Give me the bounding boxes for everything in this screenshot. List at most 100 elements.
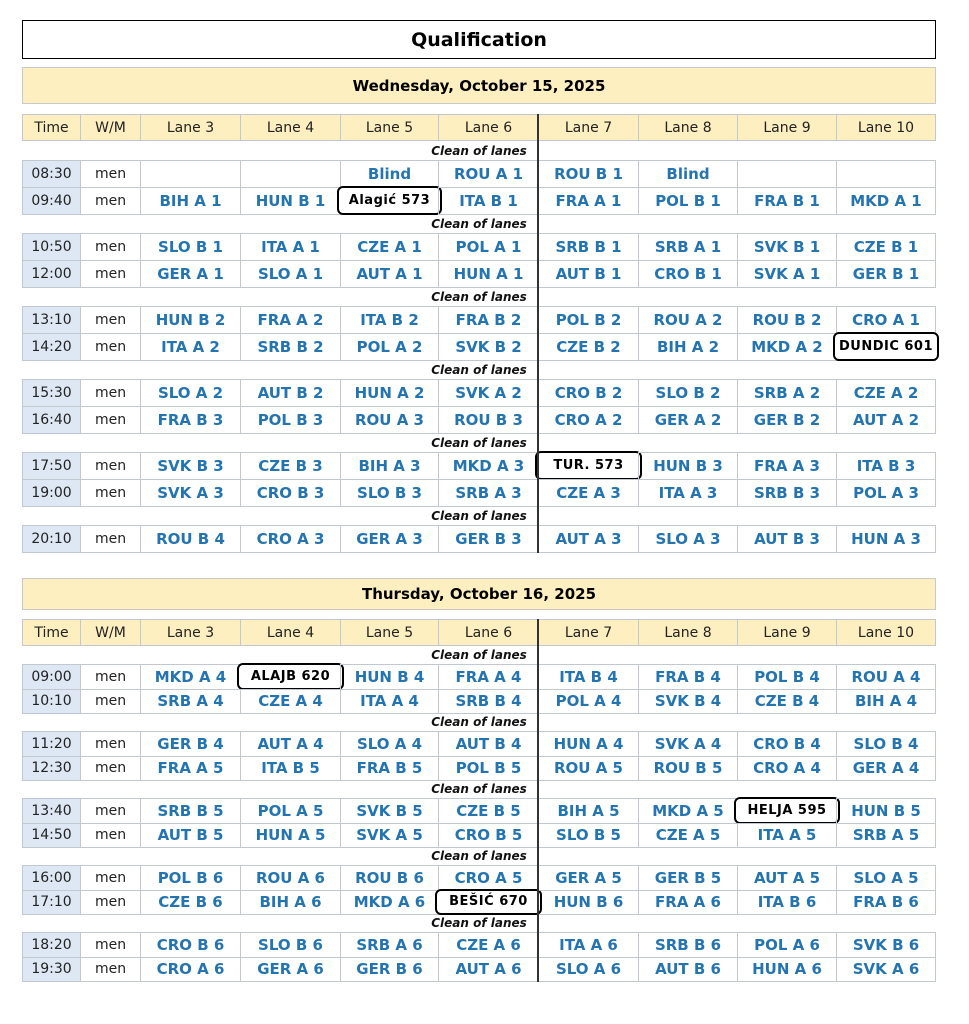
lane-cell: MKD A 3 [438,452,539,480]
column-header: Lane 4 [240,114,341,141]
time-cell: 08:30 [22,160,81,188]
lane-cell: SRB A 1 [638,233,738,261]
lane-cell: SVK A 5 [340,822,439,848]
lane-cell: GER B 5 [638,865,738,891]
lane-cell: POL B 3 [240,406,341,434]
lane-cell: SRB A 2 [737,379,837,407]
category-cell: men [80,822,141,848]
lane-cell: AUT B 6 [638,956,738,982]
lane-cell: FRA B 2 [438,306,539,334]
lane-cell: HUN B 5 [836,798,936,824]
lane-cell: FRA A 1 [538,187,639,215]
category-cell: men [80,889,141,915]
lane-cell: SRB B 3 [737,479,837,507]
lane-cell: SRB A 5 [836,822,936,848]
lane-cell: GER A 2 [638,406,738,434]
time-cell: 19:00 [22,479,81,507]
lane-cell: HUN B 3 [638,452,738,480]
lane-cell: AUT A 2 [836,406,936,434]
column-header: W/M [80,619,141,646]
lane-cell: ROU B 5 [638,755,738,781]
category-cell: men [80,525,141,553]
highlight-box: TUR. 573 [535,451,642,480]
lane-cell: CRO B 4 [737,731,837,757]
lane-cell: ITA B 1 [438,187,539,215]
lane-cell: SVK A 3 [140,479,241,507]
lane-cell: SRB A 6 [340,932,439,958]
category-cell: men [80,160,141,188]
page-title: Qualification [22,20,936,59]
lane-cell: ROU A 5 [538,755,639,781]
lane-cell: ROU A 3 [340,406,439,434]
lane-cell: FRA A 2 [240,306,341,334]
category-cell: men [80,306,141,334]
lane-cell: ITA B 3 [836,452,936,480]
time-cell: 19:30 [22,956,81,982]
lane-cell: POL A 4 [538,688,639,714]
time-cell: 13:10 [22,306,81,334]
lane-cell: MKD A 4 [140,664,241,690]
separator-label: Clean of lanes [431,648,527,662]
lane-cell: CZE B 2 [538,333,639,361]
lane-cell: CZE A 1 [340,233,439,261]
lane-cell: ITA A 5 [737,822,837,848]
lane-cell: AUT A 3 [538,525,639,553]
category-cell: men [80,479,141,507]
time-cell: 14:50 [22,822,81,848]
lane-cell: POL A 2 [340,333,439,361]
lane-cell: AUT A 5 [737,865,837,891]
lane-cell: SVK A 6 [836,956,936,982]
lane-cell: CZE B 6 [140,889,241,915]
separator-label: Clean of lanes [431,782,527,796]
lane-cell: SLO B 6 [240,932,341,958]
time-cell: 13:40 [22,798,81,824]
lane-cell: MKD A 1 [836,187,936,215]
separator-label: Clean of lanes [431,216,527,231]
lane-cell: SLO A 1 [240,260,341,288]
lane-cell: POL B 5 [438,755,539,781]
time-cell: 10:10 [22,688,81,714]
lane-cell: CZE B 4 [737,688,837,714]
time-cell: 12:00 [22,260,81,288]
lane-cell: HUN B 6 [538,889,639,915]
category-cell: men [80,187,141,215]
lane-cell: ROU A 4 [836,664,936,690]
lane-cell: POL A 1 [438,233,539,261]
lane-cell: HUN A 3 [836,525,936,553]
lane-cell: MKD A 5 [638,798,738,824]
lane-cell: ROU B 3 [438,406,539,434]
lane-cell: CRO B 2 [538,379,639,407]
lane-cell: ROU B 2 [737,306,837,334]
lane-cell: SLO B 5 [538,822,639,848]
lane-cell: AUT A 6 [438,956,539,982]
lane-cell: ROU A 6 [240,865,341,891]
lane-cell: CRO A 2 [538,406,639,434]
highlight-box: BEŠIĆ 670 [435,888,542,915]
lane-cell: HUN A 1 [438,260,539,288]
lane-cell: FRA B 5 [340,755,439,781]
lane-cell: SVK A 4 [638,731,738,757]
lane-cell: SLO A 3 [638,525,738,553]
day-header: Wednesday, October 15, 2025 [22,67,936,104]
lane-cell: BIH A 4 [836,688,936,714]
lane-cell: CZE B 5 [438,798,539,824]
separator-label: Clean of lanes [431,435,527,450]
lane-cell: GER B 4 [140,731,241,757]
lane-cell: CZE B 1 [836,233,936,261]
column-header: Time [22,619,81,646]
column-header: Lane 6 [438,619,539,646]
lane-cell: GER A 3 [340,525,439,553]
lane-cell: GER B 2 [737,406,837,434]
column-header: Lane 3 [140,114,241,141]
lane-cell: ITA A 6 [538,932,639,958]
lane-cell: FRA A 3 [737,452,837,480]
lane-cell: CZE A 4 [240,688,341,714]
lane-cell: BIH A 2 [638,333,738,361]
lane-divider [537,114,539,553]
column-header: Lane 7 [538,619,639,646]
lane-cell: POL A 5 [240,798,341,824]
lane-cell: HUN A 4 [538,731,639,757]
highlight-box: DUNDIC 601 [833,332,939,361]
time-cell: 09:00 [22,664,81,690]
highlight-box: Alagić 573 [337,186,442,215]
